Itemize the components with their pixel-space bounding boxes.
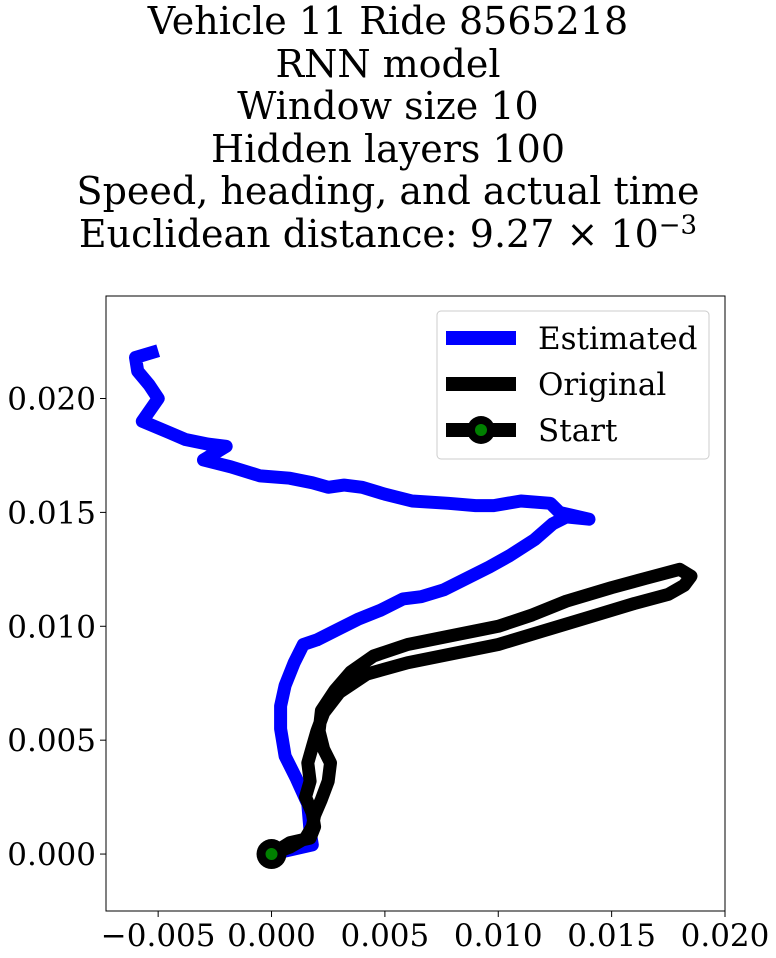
legend-box bbox=[436, 310, 710, 460]
legend-label-start: Start bbox=[538, 413, 618, 449]
title-metric-exponent: −3 bbox=[658, 209, 698, 240]
title-line-4: Hidden layers 100 bbox=[210, 126, 566, 171]
y-axis: 0.000 0.005 0.010 0.015 0.020 bbox=[7, 382, 106, 873]
x-tick-label: 0.020 bbox=[681, 918, 770, 954]
plot-series-layer bbox=[129, 344, 698, 870]
x-axis: −0.005 0.000 0.005 0.010 0.015 0.020 bbox=[101, 911, 770, 954]
y-tick-label: 0.005 bbox=[7, 723, 96, 759]
title-line-1: Vehicle 11 Ride 8565218 bbox=[147, 0, 629, 43]
title-line-2: RNN model bbox=[275, 41, 501, 86]
title-metric-prefix: Euclidean distance: 9.27 bbox=[78, 211, 555, 256]
chart-title: Vehicle 11 Ride 8565218 RNN model Window… bbox=[0, 0, 776, 255]
title-metric-base: 10 bbox=[610, 211, 659, 256]
x-tick-label: 0.005 bbox=[341, 918, 430, 954]
y-tick-label: 0.000 bbox=[7, 837, 96, 873]
plot-frame bbox=[105, 295, 726, 912]
legend: Estimated Original Start bbox=[436, 310, 710, 460]
title-line-5: Speed, heading, and actual time bbox=[76, 169, 700, 213]
x-tick-label: 0.000 bbox=[227, 918, 316, 954]
legend-label-estimated: Estimated bbox=[538, 321, 697, 357]
title-metric-times: × bbox=[566, 211, 599, 256]
y-tick-label: 0.010 bbox=[7, 609, 96, 645]
legend-label-original: Original bbox=[538, 367, 666, 403]
start-marker-center bbox=[265, 848, 278, 861]
series-line-original bbox=[268, 562, 698, 861]
x-tick-label: 0.015 bbox=[567, 918, 656, 954]
x-tick-label: 0.010 bbox=[454, 918, 543, 954]
title-line-3: Window size 10 bbox=[237, 84, 539, 128]
series-line-estimated bbox=[129, 344, 596, 861]
y-tick-label: 0.020 bbox=[7, 382, 96, 418]
x-tick-label: −0.005 bbox=[101, 918, 216, 954]
y-tick-label: 0.015 bbox=[7, 495, 96, 531]
legend-swatch-start-center bbox=[475, 424, 487, 436]
title-line-6: Euclidean distance: 9.27 × 10−3 bbox=[0, 209, 776, 256]
